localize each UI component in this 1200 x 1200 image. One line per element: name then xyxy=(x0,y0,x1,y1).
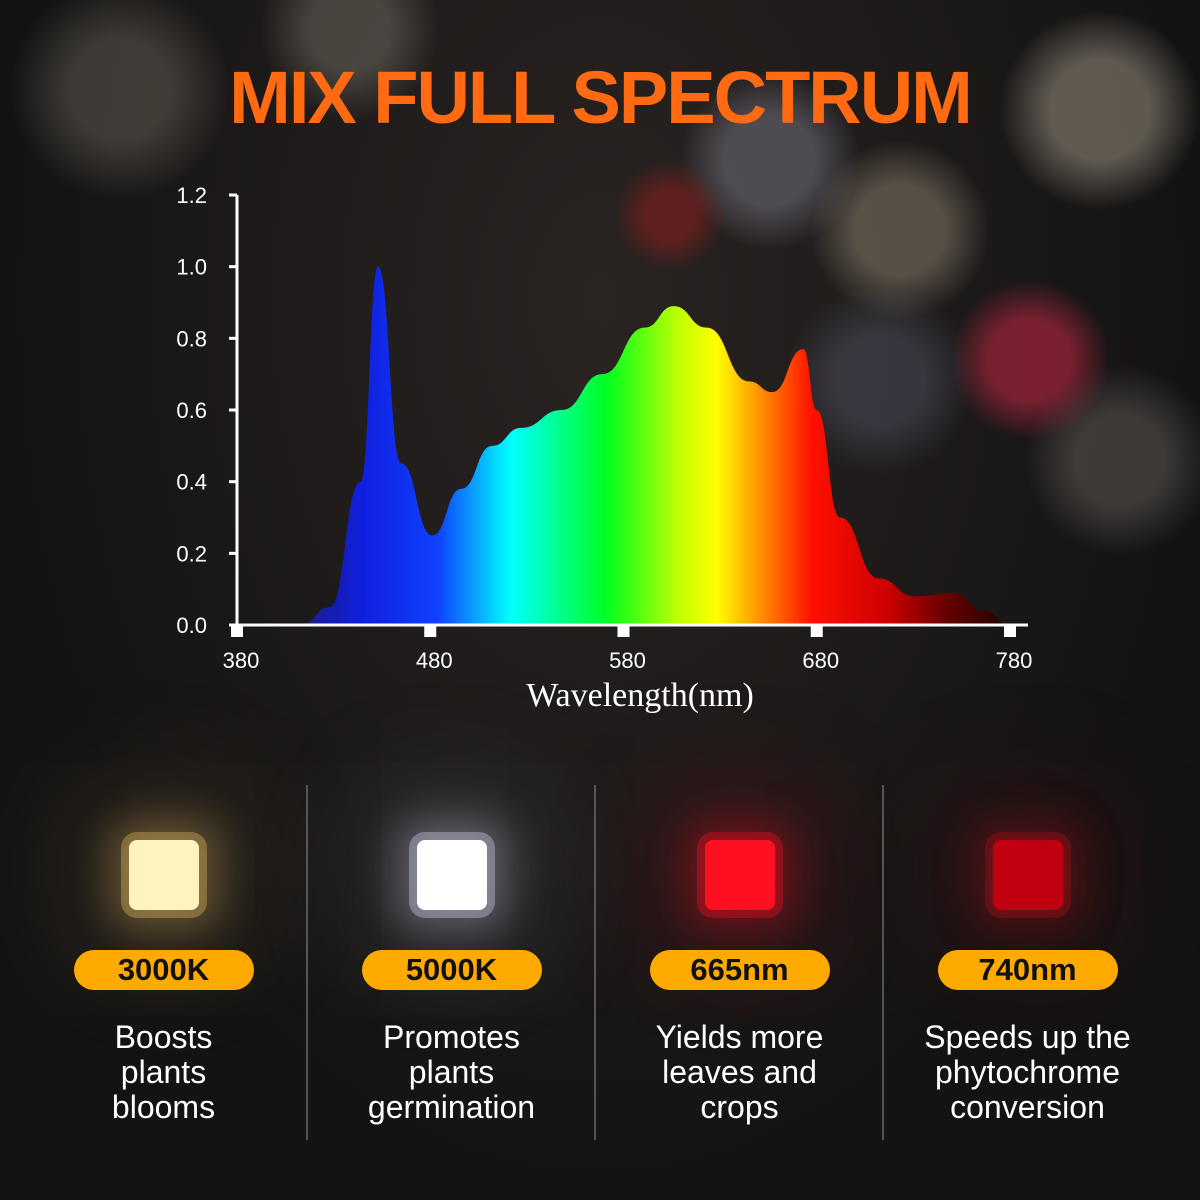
led-feature-0: 3000K Boosts plants blooms xyxy=(20,760,307,1150)
description-line: Promotes xyxy=(383,1019,520,1055)
feature-description: Boosts plants blooms xyxy=(20,1020,307,1125)
description-line: plants xyxy=(120,1054,207,1090)
x-tick-label: 380 xyxy=(223,648,260,673)
description-line: phytochrome xyxy=(935,1054,1120,1090)
y-tick-label: 0.4 xyxy=(176,470,207,495)
x-axis-label: Wavelength(nm) xyxy=(526,677,754,714)
led-chip-icon xyxy=(992,840,1063,910)
led-feature-3: 740nm Speeds up the phytochrome conversion xyxy=(884,760,1171,1150)
description-line: Speeds up the xyxy=(924,1019,1131,1055)
led-chip-icon xyxy=(416,840,487,910)
x-tick xyxy=(617,625,630,637)
led-feature-1: 5000K Promotes plants germination xyxy=(308,760,595,1150)
feature-description: Promotes plants germination xyxy=(308,1020,595,1125)
x-tick xyxy=(1004,625,1016,637)
description-line: germination xyxy=(367,1089,536,1125)
spec-badge: 740nm xyxy=(937,950,1118,990)
x-tick xyxy=(810,625,823,637)
y-tick-label: 1.0 xyxy=(176,255,207,280)
description-line: plants xyxy=(408,1054,495,1090)
spec-badge: 665nm xyxy=(649,950,830,990)
spectrum-chart: 0.0 0.2 0.4 0.6 0.8 1.0 1.2 380 480 580 680 780 Wav… xyxy=(176,183,1033,714)
description-line: Boosts xyxy=(114,1019,213,1055)
y-tick-label: 0.2 xyxy=(176,541,207,566)
x-tick xyxy=(231,625,243,637)
y-tick-label: 0.8 xyxy=(176,326,207,351)
led-chip-icon xyxy=(128,840,199,910)
divider xyxy=(594,785,596,1140)
y-tick-label: 1.2 xyxy=(176,183,207,208)
x-tick-label: 580 xyxy=(609,648,646,673)
spec-badge: 3000K xyxy=(73,950,254,990)
description-line: crops xyxy=(700,1089,779,1125)
spectrum-area xyxy=(275,266,1010,625)
divider xyxy=(306,785,308,1140)
description-line: conversion xyxy=(950,1089,1105,1125)
description-line: blooms xyxy=(111,1089,216,1125)
y-tick-label: 0.6 xyxy=(176,398,207,423)
description-line: leaves and xyxy=(662,1054,817,1090)
led-feature-2: 665nm Yields more leaves and crops xyxy=(596,760,883,1150)
x-tick xyxy=(424,625,437,637)
x-tick-label: 780 xyxy=(996,648,1033,673)
spec-badge: 5000K xyxy=(361,950,542,990)
feature-description: Speeds up the phytochrome conversion xyxy=(884,1020,1171,1125)
led-chip-icon xyxy=(704,840,775,910)
x-tick-label: 480 xyxy=(416,648,453,673)
feature-description: Yields more leaves and crops xyxy=(596,1020,883,1125)
description-line: Yields more xyxy=(655,1019,824,1055)
page-title: MIX FULL SPECTRUM xyxy=(229,56,973,139)
x-tick-label: 680 xyxy=(802,648,839,673)
y-tick-label: 0.0 xyxy=(176,613,207,638)
divider xyxy=(882,785,884,1140)
